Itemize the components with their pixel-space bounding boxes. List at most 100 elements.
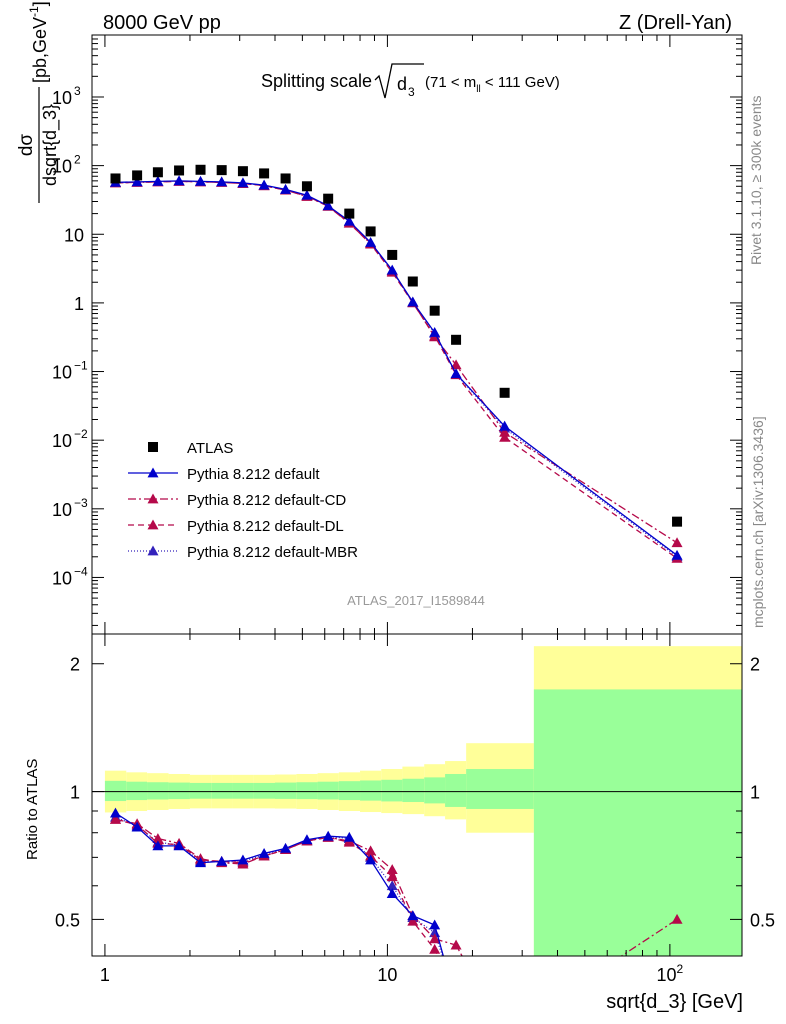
band-green-7: [253, 782, 275, 799]
atlas-point-13: [387, 249, 398, 260]
atlas-point-12: [365, 226, 376, 237]
plot-title: Splitting scale d 3 (71 < mll < 111 GeV): [261, 63, 560, 99]
ratio-marker-1-16: [451, 985, 462, 995]
ratio-marker-0-16: [451, 991, 462, 1001]
ylabel-unit: [pb,GeV-1]: [27, 1, 50, 83]
y-tick-label-top-exp: 2: [74, 153, 81, 167]
band-green-2: [147, 782, 169, 800]
plot-title-range-sub: ll: [476, 84, 480, 95]
top-marker-2-16: [450, 359, 462, 370]
ratio-marker-3-12: [365, 854, 377, 865]
legend-marker-1: [147, 467, 159, 478]
y-tick-label-top: 10: [52, 363, 72, 383]
analysis-watermark: ATLAS_2017_I1589844: [347, 593, 485, 608]
ratio-marker-3-0: [109, 807, 121, 818]
plot-title-range: (71 < mll < 111 GeV): [425, 74, 560, 95]
top-marker-3-10: [322, 200, 334, 211]
ratio-marker-3-6: [237, 854, 249, 865]
atlas-point-3: [174, 165, 185, 176]
band-green-6: [232, 782, 254, 799]
top-marker-3-15: [429, 327, 441, 337]
ratio-marker-3-11: [343, 831, 355, 842]
top-marker-2-17: [499, 426, 511, 437]
top-marker-3-6: [237, 177, 249, 188]
ylabel-unit-main: [pb,GeV: [30, 17, 50, 83]
plot-title-text: Splitting scale: [261, 71, 372, 91]
atlas-point-2: [152, 167, 163, 178]
ratio-marker-0-13: [386, 880, 398, 891]
atlas-point-16: [451, 334, 462, 345]
y-tick-label-top: 10: [52, 157, 72, 177]
band-green-8: [274, 782, 297, 799]
top-marker-3-2: [152, 175, 164, 186]
ratio-marker-2-12: [365, 845, 377, 856]
x-axis-title: sqrt{d_3} [GeV]: [606, 991, 743, 1013]
band-green-5: [211, 782, 233, 799]
top-marker-3-9: [301, 189, 313, 200]
atlas-point-10: [323, 193, 334, 204]
atlas-point-1: [132, 170, 143, 181]
ratio-marker-3-15: [429, 919, 441, 930]
top-marker-3-12: [365, 236, 377, 247]
atlas-point-7: [259, 168, 270, 179]
ylabel-numerator: dσ: [16, 134, 37, 157]
plot-title-symbol: d: [397, 74, 407, 94]
y-tick-label-top-exp: 3: [74, 84, 81, 98]
top-marker-3-16: [450, 368, 462, 379]
uncertainty-bands: [92, 646, 742, 956]
band-green-15: [424, 777, 446, 804]
top-marker-3-8: [280, 183, 292, 194]
y-tick-label-top-exp: −4: [74, 564, 88, 578]
atlas-point-9: [301, 181, 312, 192]
y-tick-label-top: 10: [52, 88, 72, 108]
y-tick-label-bot-right: 0.5: [750, 910, 775, 930]
atlas-point-17: [499, 387, 510, 398]
ratio-marker-2-16: [450, 939, 462, 950]
ratio-marker-1-14: [407, 915, 419, 926]
band-green-18: [533, 689, 742, 956]
y-tick-label-top: 10: [52, 500, 72, 520]
ratio-marker-3-16: [451, 996, 462, 1006]
atlas-point-18: [672, 516, 683, 527]
atlas-point-6: [237, 166, 248, 177]
y-tick-label-top-exp: −1: [74, 359, 88, 373]
atlas-point-0: [110, 173, 121, 184]
ylabel-unit-sup: -1: [27, 6, 41, 17]
legend: ATLAS Pythia 8.212 default Pythia 8.212 de…: [128, 440, 358, 561]
legend-label-1: Pythia 8.212 default: [187, 466, 320, 483]
band-green-3: [168, 782, 190, 800]
sqrt-symbol: [374, 63, 424, 99]
legend-marker-3: [147, 519, 159, 530]
atlas-point-8: [280, 173, 291, 184]
legend-label-3: Pythia 8.212 default-DL: [187, 518, 344, 535]
rivet-label: Rivet 3.1.10, ≥ 300k events: [748, 95, 764, 265]
ratio-panel-marks: [109, 807, 683, 1024]
ratio-marker-1-18: [672, 1014, 683, 1024]
y-tick-label-top: 10: [52, 431, 72, 451]
plot-title-range-close: < 111 GeV): [481, 74, 560, 91]
y-tick-label-bot-right: 2: [750, 655, 760, 675]
top-marker-3-18: [671, 549, 683, 560]
ratio-marker-2-2: [152, 833, 164, 843]
ratio-marker-3-9: [301, 834, 313, 845]
y-axis-title-bottom: Ratio to ATLAS: [24, 759, 41, 860]
band-green-11: [338, 781, 361, 801]
band-green-17: [466, 769, 534, 809]
ratio-marker-3-7: [258, 847, 270, 858]
band-green-0: [104, 780, 127, 802]
legend-label-2: Pythia 8.212 default-CD: [187, 492, 346, 509]
ratio-marker-3-10: [322, 830, 334, 841]
y-tick-label-top-exp: −2: [74, 427, 88, 441]
plot-title-range-open: (71 < m: [425, 74, 476, 91]
band-green-1: [126, 781, 148, 801]
top-marker-1-17: [499, 431, 511, 442]
top-marker-3-13: [386, 264, 398, 275]
mcplots-label: mcplots.cern.ch [arXiv:1306.3436]: [750, 416, 766, 628]
ratio-marker-2-13: [386, 864, 398, 875]
band-green-10: [317, 781, 339, 800]
ratio-marker-3-17: [499, 991, 510, 1001]
ratio-marker-3-1: [131, 821, 143, 832]
y-tick-label-top-exp: −3: [74, 496, 88, 510]
top-line-pythia-8.212-default-cd: [115, 180, 678, 544]
